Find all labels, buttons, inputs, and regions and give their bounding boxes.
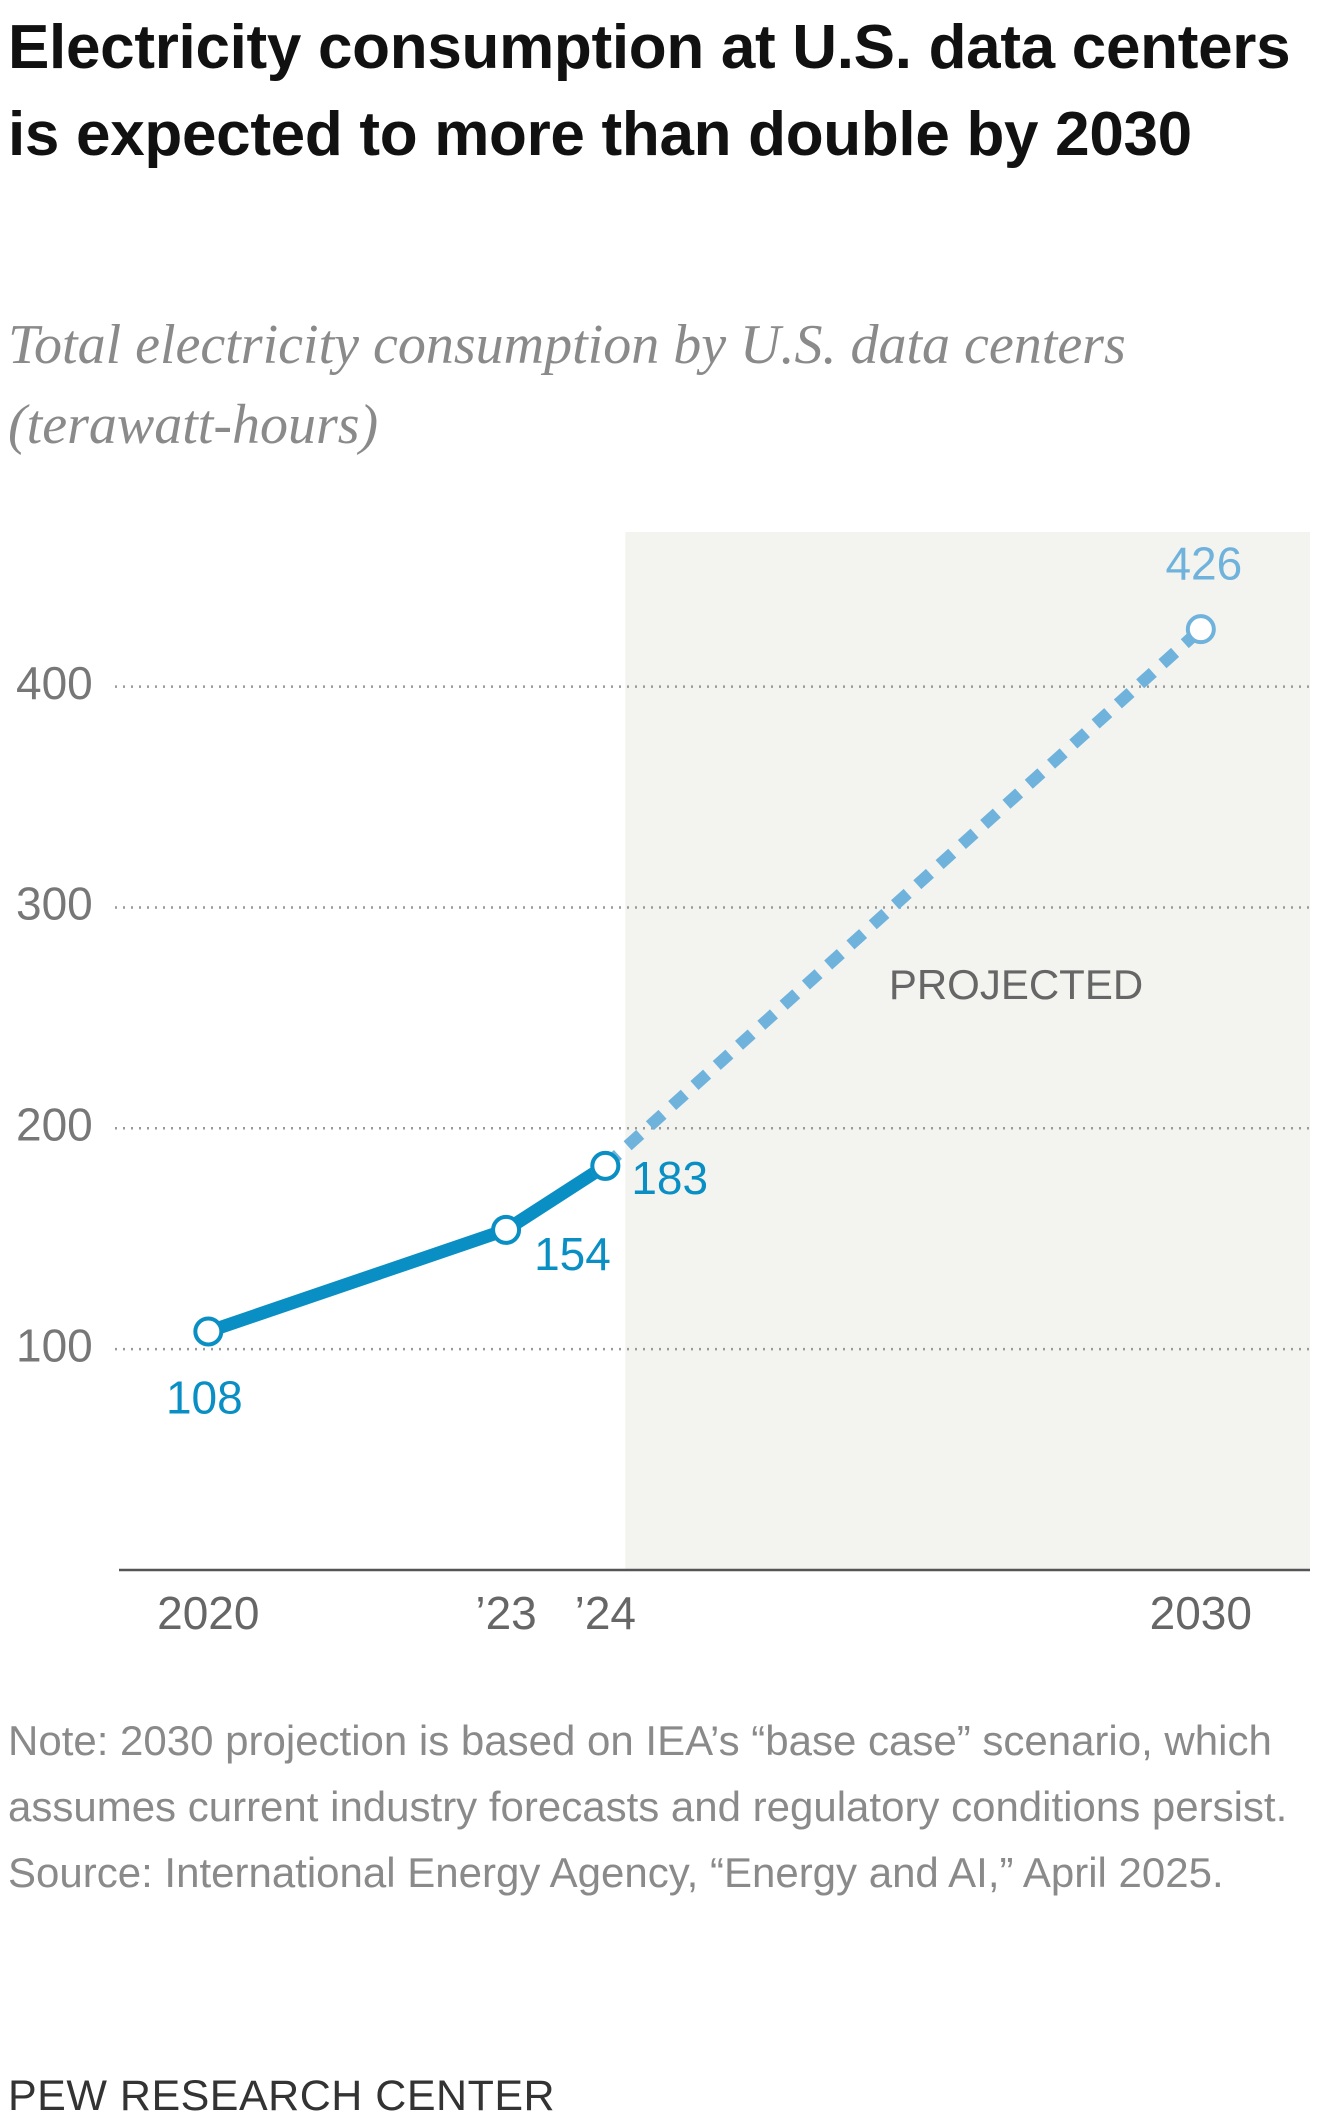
y-tick-label: 100	[16, 1319, 93, 1371]
source: Source: International Energy Agency, “En…	[8, 1849, 1224, 1896]
point	[193, 1316, 224, 1347]
y-tick-label: 200	[16, 1098, 93, 1150]
x-tick-label: ’23	[475, 1587, 536, 1639]
projected-label: PROJECTED	[889, 961, 1143, 1008]
y-tick-label: 400	[16, 657, 93, 709]
projected-region	[625, 532, 1310, 1570]
notes: Note: 2030 projection is based on IEA’s …	[8, 1708, 1308, 1906]
data-label: 108	[166, 1372, 243, 1424]
series-line	[601, 624, 1205, 1171]
note: Note: 2030 projection is based on IEA’s …	[8, 1717, 1288, 1830]
footer: PEW RESEARCH CENTER	[8, 2072, 556, 2120]
point	[590, 1150, 621, 1181]
data-label: 183	[631, 1152, 708, 1204]
chart-subtitle: Total electricity consumption by U.S. da…	[8, 314, 1126, 456]
chart-title: Electricity consumption at U.S. data cen…	[8, 13, 1291, 169]
data-label: 154	[534, 1228, 611, 1280]
point	[1185, 614, 1216, 645]
x-tick-label: 2020	[157, 1587, 259, 1639]
x-tick-label: ’24	[575, 1587, 636, 1639]
data-label: 426	[1165, 537, 1242, 589]
x-tick-label: 2030	[1150, 1587, 1252, 1639]
point	[491, 1214, 522, 1245]
y-tick-label: 300	[16, 878, 93, 930]
